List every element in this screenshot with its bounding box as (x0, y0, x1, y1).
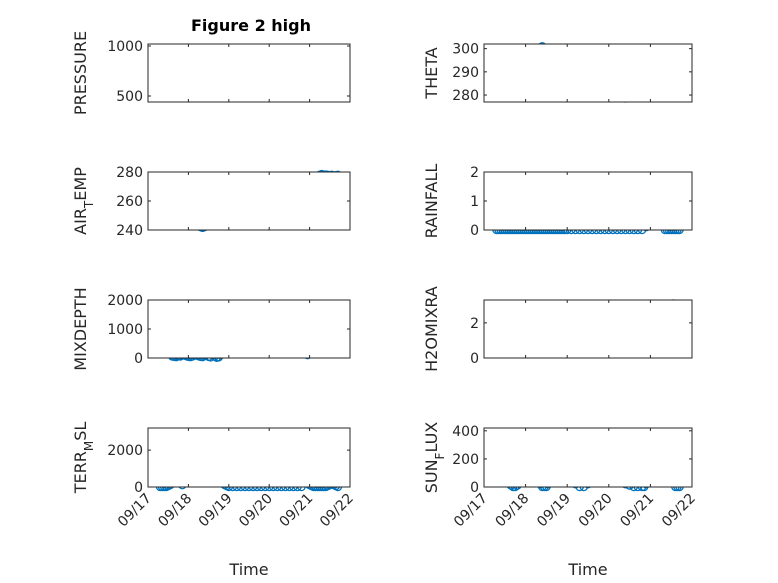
figure-title: Figure 2 high (191, 16, 311, 35)
y-tick-label: 2000 (107, 293, 143, 309)
y-tick-label: 2 (470, 316, 479, 332)
axes-frame (147, 427, 351, 488)
subplot-5: 0 1000 2000 MIXDEPTH (71, 287, 351, 371)
x-axis-label: Time (228, 560, 268, 579)
y-tick-label: 2 (470, 165, 479, 181)
axes-frame (147, 299, 351, 359)
y-tick-label: 1000 (107, 39, 143, 55)
y-tick-label: 400 (452, 424, 479, 440)
y-tick-label: 1 (470, 194, 479, 210)
y-tick-label: 280 (452, 88, 479, 104)
y-axis-label: THETA (422, 47, 441, 99)
y-tick-label: 0 (134, 351, 143, 367)
y-axis-label: H2OMIXRA (422, 286, 441, 372)
y-axis-label: MIXDEPTH (71, 287, 90, 370)
axes-frame (147, 43, 351, 103)
y-tick-label: 1000 (107, 322, 143, 338)
y-axis-label: TERRMSL (71, 422, 96, 495)
y-axis-label: SUNFLUX (422, 422, 447, 494)
y-tick-label: 0 (470, 480, 479, 496)
axes-frame (483, 171, 693, 231)
axes-frame (483, 43, 693, 103)
axes-frame (483, 299, 693, 359)
y-tick-label: 280 (116, 165, 143, 181)
y-tick-label: 0 (134, 480, 143, 496)
y-tick-label: 500 (116, 89, 143, 105)
axes-frame (147, 171, 351, 231)
y-tick-label: 290 (452, 65, 479, 81)
y-axis-label: PRESSURE (71, 31, 90, 115)
subplot-3: 240 260 280 AIRTEMP (71, 165, 351, 239)
axes-frame (483, 427, 693, 488)
subplot-2: 280 290 300 THETA (422, 42, 693, 104)
y-tick-label: 0 (470, 223, 479, 239)
y-tick-label: 300 (452, 42, 479, 58)
subplot-4: 0 1 2 RAINFALL (422, 164, 693, 239)
y-tick-label: 240 (116, 223, 143, 239)
y-axis-label: AIRTEMP (71, 167, 96, 235)
subplot-6: 0 2 H2OMIXRA (422, 286, 693, 372)
y-tick-label: 260 (116, 194, 143, 210)
subplot-1: 500 1000 PRESSURE (71, 31, 351, 115)
x-axis-label: Time (567, 560, 607, 579)
y-tick-label: 200 (452, 452, 479, 468)
y-tick-label: 0 (470, 351, 479, 367)
y-axis-label: RAINFALL (422, 164, 441, 239)
y-tick-label: 2000 (107, 443, 143, 459)
